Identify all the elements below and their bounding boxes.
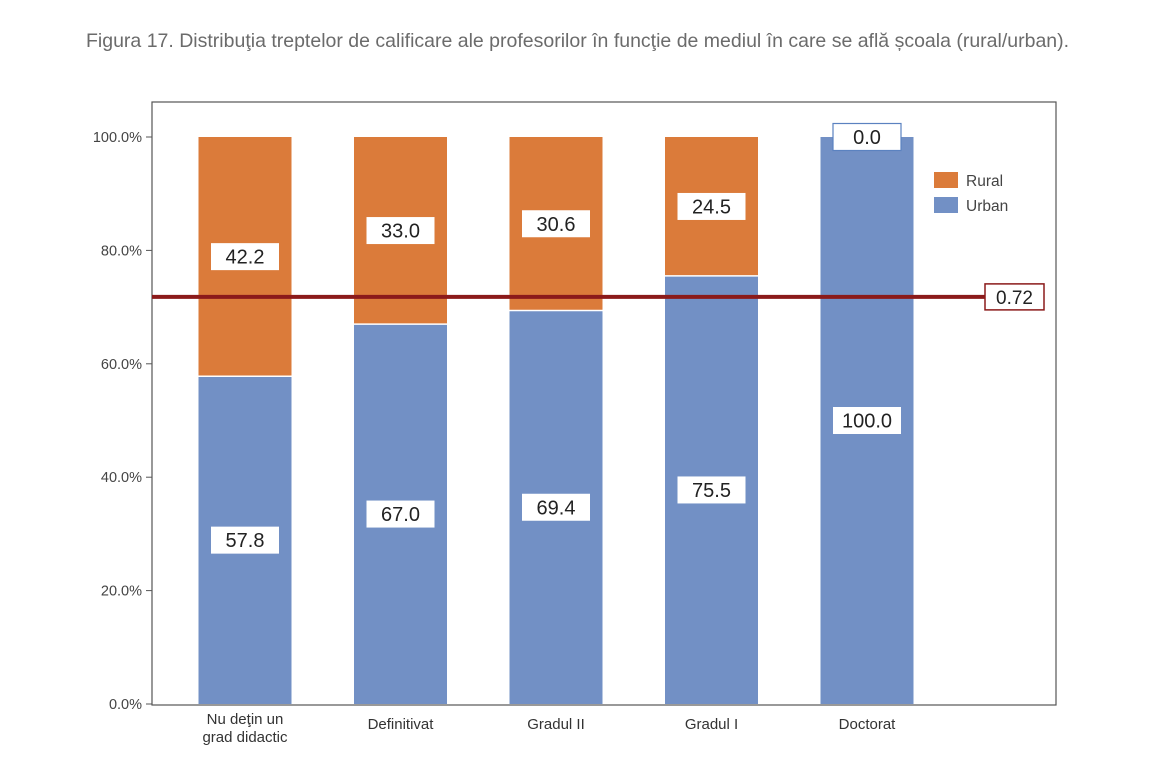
legend-label-urban: Urban [966,198,1008,215]
y-tick-label: 40.0% [101,470,142,486]
reference-line-label-box [984,283,1045,311]
reference-line-label: 0.72 [996,288,1033,309]
value-label-box [677,192,746,220]
legend-swatch-urban [934,197,958,213]
value-label-rural: 24.5 [677,192,746,220]
value-label-rural: 0.0 [832,122,902,152]
figure-caption: Figura 17. Distribuţia treptelor de cali… [86,30,1070,52]
value-label-urban: 57.8 [211,526,279,554]
value-label-box [833,407,901,434]
value-label-urban: 69.4 [522,493,590,521]
legend-label-rural: Rural [966,173,1003,190]
x-tick-label-line: Nu deţin un [207,711,284,728]
value-label-rural: 33.0 [366,217,435,245]
value-label-text: 75.5 [692,480,731,502]
x-tick-label: Definitivat [368,716,435,733]
x-tick-label-line: Gradul I [685,716,738,733]
y-tick-label: 100.0% [93,130,142,146]
value-label-urban: 67.0 [366,500,435,528]
value-label-box [366,500,435,528]
y-tick-label: 20.0% [101,584,142,600]
value-label-text: 100.0 [842,411,892,433]
value-label-urban: 75.5 [677,476,746,504]
y-tick-label: 80.0% [101,243,142,259]
x-tick-label-line: grad didactic [202,729,288,746]
value-label-box [522,210,590,238]
value-label-text: 67.0 [381,504,420,526]
value-label-text: 0.0 [853,127,881,149]
x-tick-label-line: Doctorat [839,716,897,733]
x-tick-label-line: Gradul II [527,716,585,733]
value-label-text: 69.4 [537,497,576,519]
value-label-text: 30.6 [537,214,576,236]
y-tick-label: 60.0% [101,357,142,373]
value-label-text: 33.0 [381,221,420,243]
value-label-text: 57.8 [226,530,265,552]
value-label-text: 42.2 [226,247,265,269]
x-tick-label-line: Definitivat [368,716,435,733]
value-label-box [832,122,902,152]
value-label-box [211,243,279,271]
x-tick-label: Doctorat [839,716,897,733]
value-label-box [366,217,435,245]
legend: Rural Urban [934,172,1008,215]
x-axis: Nu deţin un grad didactic Definitivat Gradu… [202,711,896,746]
x-tick-label: Gradul II [527,716,585,733]
x-tick-label: Gradul I [685,716,738,733]
reference-line-group: 0.72 [152,283,1045,311]
value-label-urban: 100.0 [833,407,901,434]
y-axis: 0.0% 20.0% 40.0% 60.0% 80.0% 100.0% [93,130,153,713]
value-labels: 42.2 57.8 33.0 67.0 30.6 69.4 24.5 75.5 0.0 100.0 [211,122,902,554]
value-label-text: 24.5 [692,196,731,218]
value-label-box [677,476,746,504]
x-tick-label: Nu deţin un grad didactic [202,711,288,746]
value-label-rural: 42.2 [211,243,279,271]
legend-swatch-rural [934,172,958,188]
value-label-box [522,493,590,521]
value-label-box [211,526,279,554]
value-label-rural: 30.6 [522,210,590,238]
y-tick-label: 0.0% [109,697,142,713]
